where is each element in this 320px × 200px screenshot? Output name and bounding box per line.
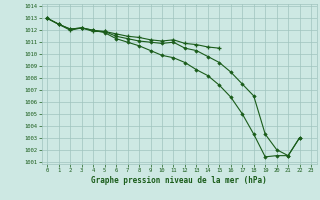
X-axis label: Graphe pression niveau de la mer (hPa): Graphe pression niveau de la mer (hPa) xyxy=(91,176,267,185)
